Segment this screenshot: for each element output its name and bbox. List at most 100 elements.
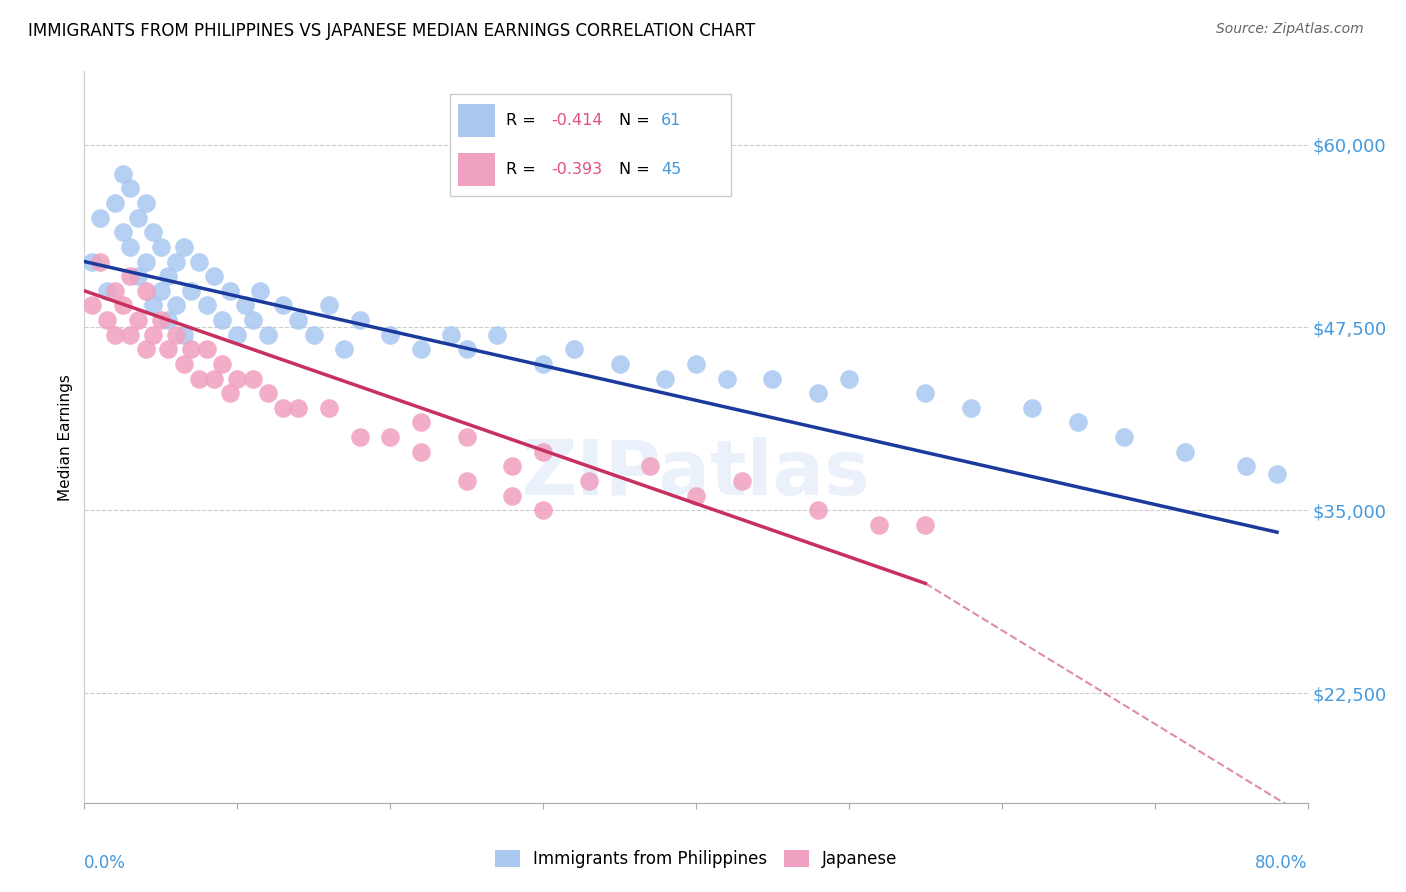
Point [104,284,127,298]
Point [318,298,340,312]
Point [202,269,225,284]
Point [242,371,264,385]
Text: R =: R = [506,112,541,128]
Point [380,430,402,444]
Point [80,254,103,268]
Point [287,313,309,327]
Point [685,489,707,503]
Point [502,489,524,503]
Point [165,298,187,312]
Point [1174,444,1197,458]
FancyBboxPatch shape [458,104,495,136]
Point [111,225,134,239]
Point [135,284,157,298]
Point [120,269,142,284]
Point [302,327,325,342]
Point [127,313,149,327]
Point [333,343,356,357]
Point [257,386,280,401]
Point [807,503,830,517]
Point [440,327,463,342]
Point [654,371,676,385]
Point [233,298,256,312]
Point [609,357,631,371]
Point [1021,401,1043,415]
Point [149,284,172,298]
Point [318,401,340,415]
Point [531,503,554,517]
Text: IMMIGRANTS FROM PHILIPPINES VS JAPANESE MEDIAN EARNINGS CORRELATION CHART: IMMIGRANTS FROM PHILIPPINES VS JAPANESE … [28,22,755,40]
Point [409,416,432,430]
Point [80,298,103,312]
Point [249,284,271,298]
Text: 80.0%: 80.0% [1256,854,1308,872]
Point [578,474,600,488]
Point [135,196,157,211]
Point [287,401,309,415]
Point [180,284,202,298]
Legend: Immigrants from Philippines, Japanese: Immigrants from Philippines, Japanese [488,844,904,875]
Point [195,298,218,312]
Text: -0.393: -0.393 [551,162,602,178]
Text: Source: ZipAtlas.com: Source: ZipAtlas.com [1216,22,1364,37]
Point [761,371,783,385]
Point [142,298,165,312]
Point [960,401,983,415]
Point [638,459,661,474]
Point [716,371,738,385]
Point [173,240,195,254]
Point [135,343,157,357]
Point [242,313,264,327]
Point [409,444,432,458]
Point [211,357,233,371]
Text: N =: N = [619,162,655,178]
Point [1236,459,1258,474]
Point [96,284,118,298]
Point [127,269,149,284]
Point [271,298,294,312]
Point [271,401,294,415]
Point [157,313,180,327]
Point [188,254,211,268]
Point [104,196,127,211]
Text: ZIPatlas: ZIPatlas [522,437,870,510]
Point [914,517,936,532]
Point [349,430,371,444]
Point [226,327,249,342]
Point [165,254,187,268]
Point [120,181,142,195]
Point [157,343,180,357]
Point [486,327,509,342]
Y-axis label: Median Earnings: Median Earnings [58,374,73,500]
Point [456,474,478,488]
Point [731,474,754,488]
Point [180,343,202,357]
Point [502,459,524,474]
Point [257,327,280,342]
FancyBboxPatch shape [458,153,495,186]
Point [135,254,157,268]
Point [188,371,211,385]
Point [349,313,371,327]
Point [120,327,142,342]
Point [1114,430,1136,444]
Point [531,444,554,458]
Text: 0.0%: 0.0% [84,854,127,872]
Point [1067,416,1090,430]
Point [96,313,118,327]
Text: R =: R = [506,162,541,178]
Point [380,327,402,342]
Point [104,327,127,342]
Point [226,371,249,385]
Text: -0.414: -0.414 [551,112,603,128]
Point [202,371,225,385]
Point [456,430,478,444]
Point [531,357,554,371]
Point [211,313,233,327]
Point [456,343,478,357]
Point [89,211,111,225]
Point [149,313,172,327]
Point [111,298,134,312]
Point [1265,467,1288,481]
Point [218,284,240,298]
